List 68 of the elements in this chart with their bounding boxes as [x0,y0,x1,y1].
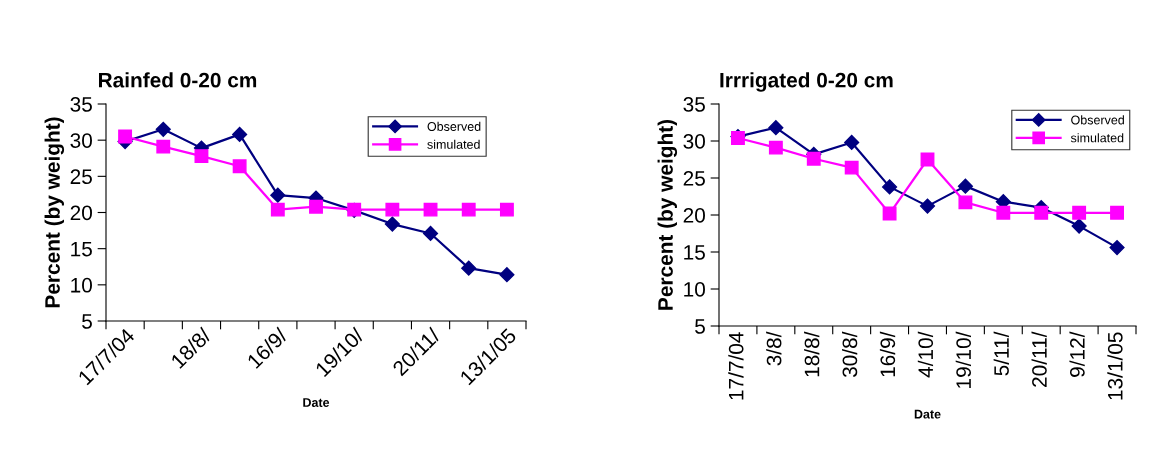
point [384,216,400,232]
point [461,202,476,217]
point [270,187,286,203]
point [461,260,477,276]
point [919,198,936,214]
x-tick-label: 16/9/ [879,331,896,377]
y-tick-label: 15 [71,241,92,257]
point [1034,205,1049,220]
point [958,195,973,210]
point [957,178,973,194]
x-tick-label: 3/8/ [766,331,782,366]
x-tick-label: 13/1/05 [1107,332,1123,400]
y-tick-label: 5 [82,314,92,329]
y-tick-label: 35 [70,97,92,112]
point [768,120,784,136]
point [270,202,285,217]
x-tick-label: 5/11/ [993,331,1009,376]
point [232,126,248,142]
point [882,206,897,221]
point [996,205,1011,220]
x-tick-label: 19/10/ [955,331,971,388]
x-tick-label: 4/10/ [917,331,934,378]
y-tick-label: 15 [684,245,705,260]
x-tick-label: 18/8/ [804,331,820,377]
point [118,129,133,144]
point [156,139,171,154]
point [1072,205,1087,220]
point [499,267,515,283]
y-tick-label: 10 [71,277,92,293]
x-tick-label: 20/11/ [1031,331,1047,387]
y-tick-label: 20 [683,208,705,223]
point [155,121,171,137]
y-tick-label: 5 [695,319,705,334]
x-tick-label: 30/8/ [841,331,858,378]
y-axis-title: Percent (by weight) [657,119,678,310]
y-tick-label: 10 [684,282,705,297]
x-tick-label: 17/7/04 [728,332,744,400]
point [844,160,859,175]
point [194,149,209,164]
point [844,134,860,151]
point [309,199,323,214]
x-tick-label: 9/12/ [1069,331,1085,377]
chart-title: Irrrigated 0-20 cm [720,72,893,92]
legend-label: simulated [1070,133,1124,143]
point [499,202,514,217]
point [422,225,439,242]
y-tick-label: 30 [683,134,705,149]
y-tick-label: 35 [683,97,705,112]
point [232,159,247,174]
x-axis-title: Date [914,409,941,419]
chart-title: Rainfed 0-20 cm [98,72,257,88]
point [882,179,898,195]
point [1110,205,1124,220]
legend-label: simulated [427,139,480,149]
point [1109,239,1125,256]
point [768,140,783,155]
y-tick-label: 20 [70,205,92,221]
y-axis-title: Percent (by weight) [44,117,65,308]
x-axis-title: Date [303,398,330,407]
point [423,202,438,217]
y-tick-label: 30 [70,133,92,148]
legend-label: Observed [1071,115,1124,125]
legend-label: Observed [427,121,481,131]
y-tick-label: 25 [683,171,705,186]
point [1071,218,1087,234]
y-tick-label: 25 [70,169,92,185]
point [806,151,821,166]
point [385,202,400,217]
